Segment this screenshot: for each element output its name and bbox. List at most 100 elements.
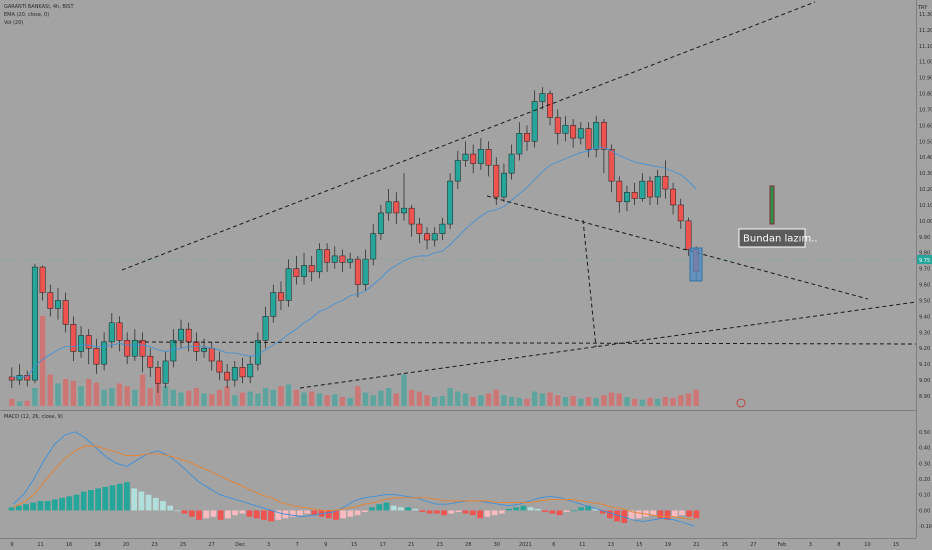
time-axis-label: 21 (693, 542, 699, 548)
last-price-tag (917, 255, 932, 264)
macd-histogram-bar (66, 496, 73, 511)
candle (577, 122, 584, 145)
candle-body (124, 340, 131, 357)
price-axis-label: 9.70 (919, 267, 930, 273)
volume-bar (485, 393, 492, 406)
ema-legend: EMA (20, close, 0) (4, 12, 49, 18)
candle (231, 360, 238, 387)
time-axis-label: 19 (665, 542, 671, 548)
macd-histogram-bar (614, 510, 620, 522)
macd-histogram-bar (59, 497, 65, 511)
candle-body (262, 316, 269, 341)
macd-histogram-bar (635, 510, 642, 519)
candle (93, 338, 100, 374)
highlight-box[interactable] (689, 247, 703, 282)
volume-bar (393, 393, 399, 406)
candle (31, 263, 38, 384)
volume-bar (516, 397, 523, 406)
candle (301, 252, 307, 285)
price-axis-label: 11.20 (919, 28, 932, 34)
candle-body (208, 347, 215, 362)
candle-body (608, 149, 615, 182)
volume-bar (139, 374, 146, 406)
time-axis-label: 9 (10, 542, 13, 548)
volume-bar (501, 395, 507, 406)
candle-body (554, 117, 561, 134)
volume-bar (185, 390, 192, 406)
volume-bar (316, 393, 323, 406)
price-axis-label: 10.50 (919, 139, 932, 145)
candle (424, 227, 430, 250)
macd-histogram-bar (73, 494, 80, 511)
candle (354, 255, 361, 298)
callout-box[interactable] (738, 228, 806, 248)
volume-bar (232, 395, 238, 406)
candle (362, 249, 369, 291)
macd-histogram-bar (203, 510, 210, 519)
time-axis-label: 7 (296, 542, 299, 548)
candle (654, 169, 661, 205)
candle (316, 243, 323, 279)
candle-body (377, 212, 384, 234)
volume-bar (355, 386, 361, 406)
event-marker-icon[interactable] (736, 398, 746, 408)
candle (447, 173, 454, 229)
candle (377, 204, 384, 240)
macd-histogram-bar (109, 485, 116, 511)
candle-body (70, 324, 77, 352)
candle (401, 173, 407, 221)
candle (639, 173, 646, 202)
macd-axis-label: 0.10 (919, 493, 930, 499)
candle-body (108, 322, 115, 343)
macd-histogram-bar (549, 510, 556, 514)
candle (101, 332, 108, 371)
candle-body (616, 180, 623, 203)
volume-bar (624, 397, 630, 406)
macd-histogram-bar (441, 510, 447, 516)
price-axis-label: 10.70 (919, 107, 932, 113)
time-axis-label: 9 (324, 542, 327, 548)
candle-body (270, 292, 277, 317)
candle (508, 144, 515, 180)
macd-histogram-bar (8, 507, 15, 511)
candle-body (354, 258, 361, 285)
macd-histogram-bar (138, 491, 145, 511)
candle (78, 325, 84, 358)
volume-legend: Vol (20) (4, 20, 23, 26)
macd-histogram-bar (333, 510, 339, 520)
volume-bar (593, 397, 599, 406)
candle-body (8, 376, 15, 381)
volume-bar (278, 386, 284, 406)
volume-bar (62, 379, 69, 406)
volume-bar (631, 398, 638, 406)
macd-histogram-bar (15, 505, 22, 511)
time-axis-label: 28 (465, 542, 471, 548)
volume-bar (24, 400, 30, 406)
candle (178, 319, 184, 349)
price-axis-label: 11.30 (919, 12, 932, 18)
macd-histogram-bar (599, 510, 606, 514)
volume-bar (685, 393, 692, 406)
candle-body (677, 204, 684, 222)
macd-histogram (8, 482, 700, 523)
price-axis-label: 9.10 (919, 362, 930, 368)
macd-histogram-bar (297, 510, 303, 516)
volume-bar (301, 392, 307, 406)
price-axis-label: 10.20 (919, 187, 932, 193)
candle-body (539, 93, 546, 102)
candle (370, 224, 377, 266)
volume-bar (478, 395, 484, 406)
last-price-value: 9.75 (919, 258, 930, 264)
volume-bar (370, 395, 376, 406)
candle-body (24, 375, 31, 381)
callout-marker (769, 185, 775, 225)
upper-channel-line (121, 1, 816, 271)
macd-histogram-bar (232, 510, 238, 516)
price-axis-label: 10.00 (919, 219, 932, 225)
volume-bar (693, 389, 699, 406)
candle-body (600, 121, 607, 150)
price-axis-label: 9.50 (919, 298, 930, 304)
macd-histogram-bar (304, 510, 311, 514)
candle (247, 356, 254, 384)
